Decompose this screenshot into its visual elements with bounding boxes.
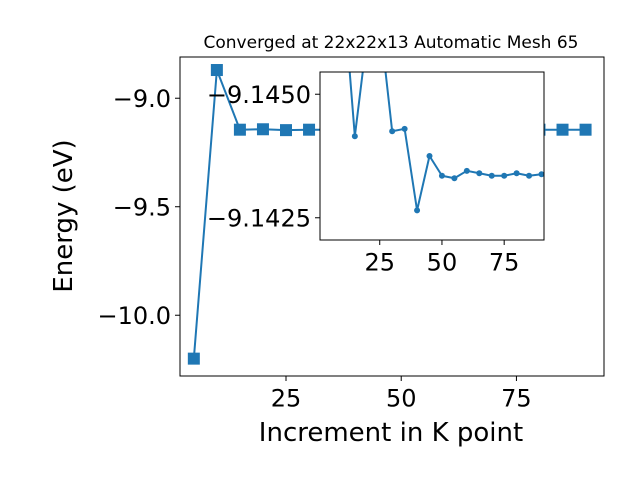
main-data-point — [256, 123, 269, 136]
main-data-point — [579, 123, 592, 136]
inset-data-point — [476, 170, 483, 177]
inset-data-point — [463, 167, 470, 174]
inset-data-point — [538, 171, 544, 178]
main-x-tick-label: 50 — [386, 384, 417, 412]
inset-plot-frame — [319, 71, 545, 241]
y-axis-title: Energy (eV) — [49, 139, 79, 292]
inset-data-point — [377, 17, 383, 23]
main-y-tick-label: −9.0 — [113, 85, 171, 113]
chart-title: Converged at 22x22x13 Automatic Mesh 65 — [204, 33, 579, 53]
inset-x-tick-label: 75 — [489, 248, 520, 276]
inset-data-point — [501, 172, 508, 179]
inset-data-point — [426, 153, 433, 159]
main-data-point — [303, 123, 316, 136]
inset-series — [348, 17, 544, 214]
main-data-point — [187, 352, 200, 365]
inset-data-point — [438, 172, 445, 179]
inset-data-point — [414, 207, 421, 214]
inset-x-tick-label: 50 — [427, 248, 458, 276]
main-y-tick-label: −10.0 — [97, 302, 171, 330]
inset-x-tick-label: 25 — [364, 248, 395, 276]
inset-y-tick-label: −9.1425 — [207, 204, 311, 232]
inset-data-point — [451, 175, 458, 182]
inset-data-point — [401, 125, 408, 132]
inset-data-point — [513, 170, 520, 177]
main-x-tick-label: 75 — [501, 384, 532, 412]
main-y-tick-label: −9.5 — [113, 193, 171, 221]
x-axis-title: Increment in K point — [259, 418, 523, 448]
main-data-point — [233, 123, 246, 136]
inset-y-tick-label: −9.1450 — [207, 81, 311, 109]
inset-plot: 25 50 75 −9.1450 −9.1425 — [207, 17, 545, 276]
inset-data-point — [389, 128, 396, 135]
main-x-tick-label: 25 — [271, 384, 302, 412]
main-data-point — [280, 124, 292, 137]
inset-data-point — [351, 133, 358, 140]
main-axis-ticks: 25 50 75 −9.0 −9.5 −10.0 — [97, 85, 531, 412]
inset-data-point — [488, 172, 495, 179]
inset-data-point — [526, 172, 533, 179]
inset-axis-ticks: 25 50 75 −9.1450 −9.1425 — [207, 81, 520, 276]
main-plot-frame — [179, 56, 605, 377]
main-data-point — [556, 123, 569, 136]
main-data-point — [210, 64, 223, 77]
